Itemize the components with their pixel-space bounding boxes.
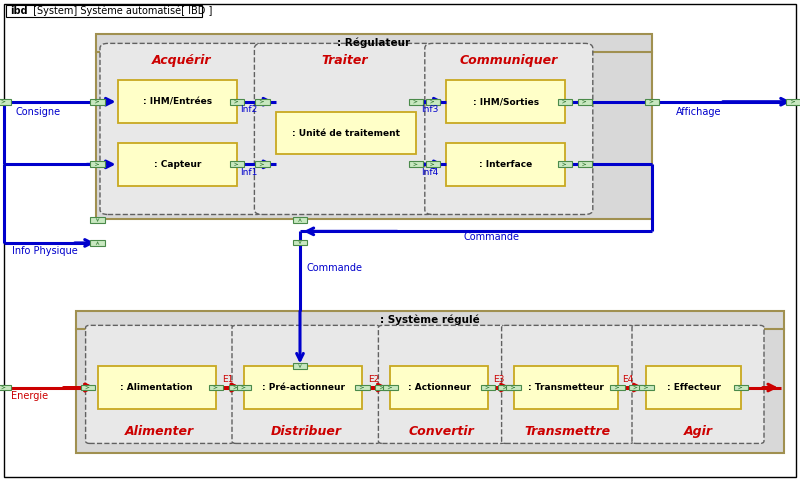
FancyBboxPatch shape (514, 366, 618, 409)
Text: Communiquer: Communiquer (460, 54, 558, 67)
FancyBboxPatch shape (0, 385, 11, 390)
FancyBboxPatch shape (232, 325, 380, 443)
FancyBboxPatch shape (244, 366, 362, 409)
FancyBboxPatch shape (558, 161, 572, 167)
FancyBboxPatch shape (646, 366, 741, 409)
Text: : Régulateur: : Régulateur (338, 38, 410, 48)
FancyBboxPatch shape (558, 99, 572, 105)
FancyBboxPatch shape (90, 240, 105, 246)
FancyBboxPatch shape (610, 385, 625, 390)
Text: : Interface: : Interface (479, 160, 532, 169)
Text: Distribuer: Distribuer (270, 425, 342, 438)
FancyBboxPatch shape (4, 4, 796, 477)
Text: Traiter: Traiter (321, 54, 368, 67)
FancyBboxPatch shape (86, 325, 234, 443)
FancyBboxPatch shape (81, 385, 95, 390)
FancyBboxPatch shape (276, 112, 416, 154)
FancyBboxPatch shape (118, 80, 237, 123)
FancyBboxPatch shape (639, 385, 654, 390)
FancyBboxPatch shape (629, 385, 643, 390)
FancyBboxPatch shape (383, 385, 398, 390)
FancyBboxPatch shape (645, 99, 659, 105)
FancyBboxPatch shape (578, 99, 592, 105)
FancyBboxPatch shape (229, 385, 243, 390)
FancyBboxPatch shape (786, 99, 800, 105)
FancyBboxPatch shape (481, 385, 495, 390)
Text: : Effecteur: : Effecteur (666, 383, 721, 392)
FancyBboxPatch shape (237, 385, 251, 390)
FancyBboxPatch shape (426, 99, 440, 105)
FancyBboxPatch shape (375, 385, 390, 390)
Text: Commande: Commande (464, 232, 520, 242)
Text: E1: E1 (222, 375, 234, 384)
Text: Consigne: Consigne (15, 107, 60, 117)
FancyBboxPatch shape (118, 143, 237, 186)
Text: : IHM/Sorties: : IHM/Sorties (473, 97, 538, 106)
FancyBboxPatch shape (734, 385, 748, 390)
Text: : Unité de traitement: : Unité de traitement (292, 129, 400, 137)
FancyBboxPatch shape (90, 217, 105, 223)
Text: E4: E4 (622, 375, 634, 384)
FancyBboxPatch shape (506, 385, 521, 390)
FancyBboxPatch shape (90, 161, 105, 167)
FancyBboxPatch shape (96, 34, 652, 219)
FancyBboxPatch shape (355, 385, 370, 390)
FancyBboxPatch shape (425, 43, 593, 214)
FancyBboxPatch shape (390, 366, 488, 409)
Text: [System] Système automatisé[ IBD ]: [System] Système automatisé[ IBD ] (30, 6, 213, 16)
FancyBboxPatch shape (209, 385, 223, 390)
FancyBboxPatch shape (632, 325, 764, 443)
Text: : Pré-actionneur: : Pré-actionneur (262, 383, 345, 392)
FancyBboxPatch shape (0, 99, 11, 105)
Text: Convertir: Convertir (409, 425, 474, 438)
FancyBboxPatch shape (98, 366, 216, 409)
FancyBboxPatch shape (502, 325, 634, 443)
FancyBboxPatch shape (230, 99, 244, 105)
FancyBboxPatch shape (6, 5, 202, 17)
FancyBboxPatch shape (254, 43, 434, 214)
Text: Affichage: Affichage (676, 107, 722, 117)
Text: Acquérir: Acquérir (152, 54, 212, 67)
Text: : Alimentation: : Alimentation (121, 383, 193, 392)
FancyBboxPatch shape (409, 161, 423, 167)
Text: Inf3: Inf3 (421, 105, 438, 114)
Text: Info Physique: Info Physique (12, 246, 78, 255)
FancyBboxPatch shape (255, 161, 270, 167)
FancyBboxPatch shape (578, 161, 592, 167)
Text: : Système régulé: : Système régulé (380, 315, 480, 325)
FancyBboxPatch shape (76, 311, 784, 453)
Text: Transmettre: Transmettre (525, 425, 610, 438)
FancyBboxPatch shape (100, 43, 264, 214)
FancyBboxPatch shape (90, 99, 105, 105)
Text: Inf4: Inf4 (421, 168, 438, 176)
FancyBboxPatch shape (293, 240, 307, 245)
Text: : Actionneur: : Actionneur (408, 383, 470, 392)
FancyBboxPatch shape (409, 99, 423, 105)
Text: : IHM/Entrées: : IHM/Entrées (143, 97, 212, 106)
Text: E3: E3 (494, 375, 505, 384)
FancyBboxPatch shape (446, 143, 565, 186)
Text: E2: E2 (368, 375, 379, 384)
Text: ibd: ibd (10, 6, 28, 16)
FancyBboxPatch shape (378, 325, 505, 443)
FancyBboxPatch shape (426, 161, 440, 167)
Text: Commande: Commande (306, 263, 362, 272)
FancyBboxPatch shape (498, 385, 513, 390)
FancyBboxPatch shape (255, 99, 270, 105)
Text: Agir: Agir (683, 425, 713, 438)
Text: Energie: Energie (11, 391, 48, 401)
FancyBboxPatch shape (230, 161, 244, 167)
FancyBboxPatch shape (446, 80, 565, 123)
Text: : Transmetteur: : Transmetteur (528, 383, 603, 392)
Text: Inf2: Inf2 (240, 105, 258, 114)
FancyBboxPatch shape (293, 217, 307, 223)
FancyBboxPatch shape (293, 363, 307, 369)
Text: Alimenter: Alimenter (125, 425, 194, 438)
Text: : Capteur: : Capteur (154, 160, 202, 169)
Text: Inf1: Inf1 (240, 168, 258, 176)
